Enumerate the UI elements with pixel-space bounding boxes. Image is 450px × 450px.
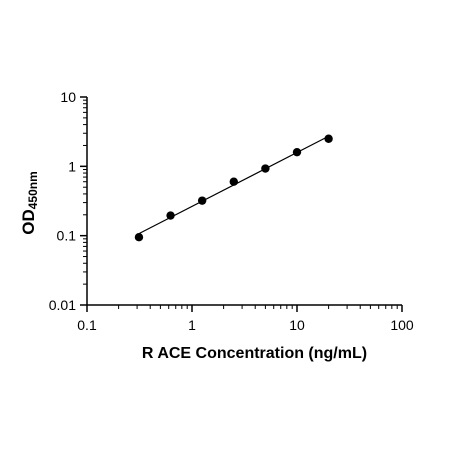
data-point	[197, 196, 207, 205]
y-axis-title: OD450nm	[19, 171, 40, 235]
data-points	[134, 134, 333, 242]
data-point	[324, 134, 333, 143]
x-tick-label: 1	[188, 317, 196, 333]
y-tick-label: 0.01	[49, 297, 76, 313]
data-point	[292, 147, 302, 157]
y-axis-title-subscript: 450nm	[26, 171, 40, 209]
data-point	[261, 164, 270, 173]
x-tick-label: 0.1	[77, 317, 97, 333]
data-point	[229, 177, 238, 186]
y-tick-label: 10	[60, 89, 76, 105]
x-tick-label: 100	[390, 317, 414, 333]
y-tick-label: 1	[68, 158, 76, 174]
x-tick-label: 10	[289, 317, 305, 333]
y-axis-title-main: OD	[19, 209, 38, 235]
x-axis-title: R ACE Concentration (ng/mL)	[142, 345, 367, 362]
data-point	[134, 233, 144, 242]
data-point	[166, 211, 175, 220]
y-tick-label: 0.1	[57, 228, 77, 244]
